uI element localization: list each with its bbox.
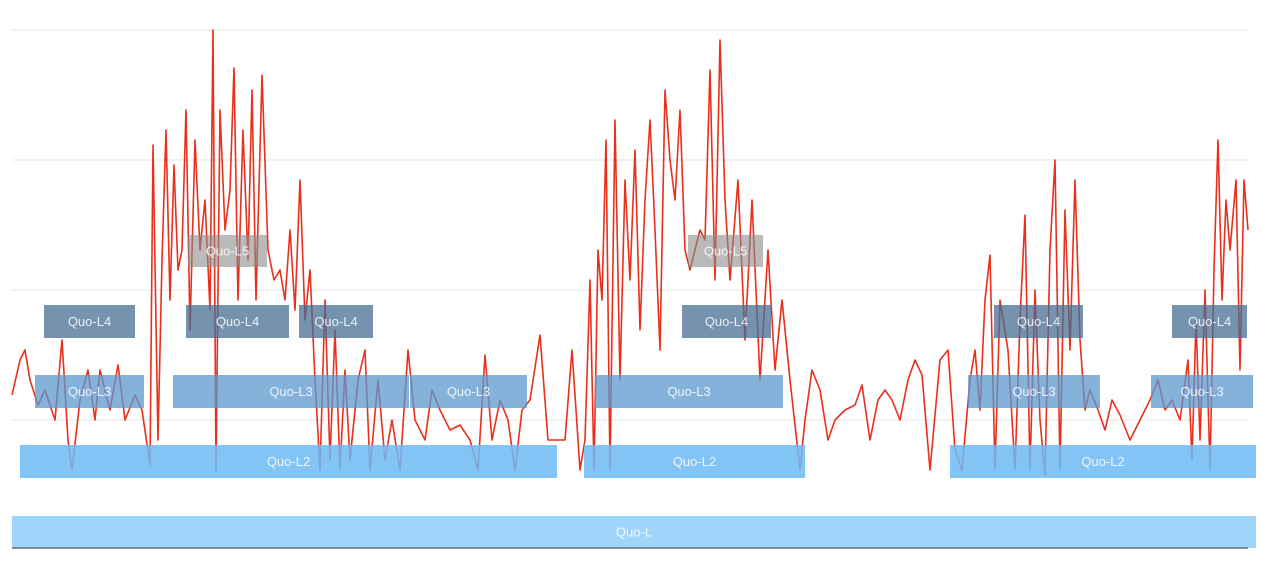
level-box	[1172, 305, 1247, 338]
level-label: Quo-L4	[1188, 314, 1231, 329]
level-label: Quo-L2	[673, 454, 716, 469]
level-box	[299, 305, 373, 338]
level-label: Quo-L5	[206, 243, 249, 258]
level-label: Quo-L3	[447, 384, 490, 399]
level-box	[682, 305, 771, 338]
level-label: Quo-L4	[314, 314, 357, 329]
level-label: Quo-L2	[267, 454, 310, 469]
level-label: Quo-L2	[1081, 454, 1124, 469]
level-box	[410, 375, 527, 408]
level-label: Quo-L	[616, 524, 652, 539]
level-box	[950, 445, 1256, 478]
level-box	[173, 375, 409, 408]
level-label: Quo-L3	[667, 384, 710, 399]
level-label: Quo-L4	[68, 314, 111, 329]
level-label: Quo-L3	[68, 384, 111, 399]
level-label: Quo-L4	[216, 314, 259, 329]
level-label: Quo-L3	[1180, 384, 1223, 399]
level-box	[188, 235, 267, 267]
signal-line	[11, 29, 1249, 476]
level-box	[968, 375, 1100, 408]
level-label: Quo-L4	[1017, 314, 1060, 329]
level-box	[1151, 375, 1253, 408]
level-box	[20, 445, 557, 478]
level-label: Quo-L4	[705, 314, 748, 329]
level-box	[44, 305, 135, 338]
level-box	[12, 516, 1256, 548]
level-box	[35, 375, 144, 408]
level-label: Quo-L5	[704, 243, 747, 258]
level-label: Quo-L3	[269, 384, 312, 399]
level-box	[186, 305, 289, 338]
level-box	[584, 445, 805, 478]
level-box	[994, 305, 1083, 338]
level-label: Quo-L3	[1012, 384, 1055, 399]
level-box	[595, 375, 783, 408]
level-box	[688, 235, 763, 267]
